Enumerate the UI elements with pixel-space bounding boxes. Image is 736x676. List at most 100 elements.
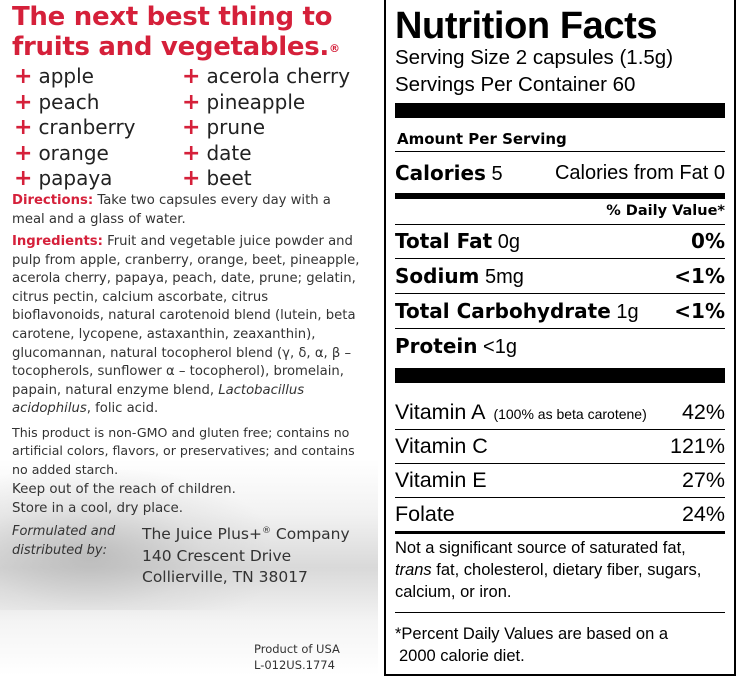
divider bbox=[395, 612, 725, 613]
nutrient-name: Total Fat 0g bbox=[395, 227, 520, 257]
ingredients-italic: Lactobacillus acidophilus bbox=[12, 382, 305, 417]
not-significant-note: Not a significant source of saturated fa… bbox=[395, 537, 725, 603]
vitamin-dv: 42% bbox=[681, 400, 725, 424]
plus-icon: + bbox=[182, 166, 201, 191]
fruit-item: + peach bbox=[14, 90, 136, 116]
fruit-item: + apple bbox=[14, 64, 136, 90]
vitamin-row-e: Vitamin E 27% bbox=[395, 465, 725, 495]
nutrient-name: Total Carbohydrate 1g bbox=[395, 297, 639, 327]
fruit-name: beet bbox=[206, 166, 252, 190]
address-line-1: 140 Crescent Drive bbox=[142, 546, 292, 565]
vitamin-label: Vitamin E bbox=[395, 468, 487, 492]
calories-from-fat: Calories from Fat 0 bbox=[554, 162, 725, 184]
fruit-name: date bbox=[206, 140, 252, 165]
fruit-name: acerola cherry bbox=[206, 64, 351, 88]
nutrition-facts-title: Nutrition Facts bbox=[395, 5, 658, 47]
ingredients-end: , folic acid. bbox=[86, 401, 159, 417]
calories: Calories 5 bbox=[395, 160, 503, 188]
product-origin: Product of USA L-012US.1774 bbox=[254, 642, 340, 673]
nutrient-label: Sodium bbox=[395, 264, 480, 288]
calories-row: Calories 5 Calories from Fat 0 bbox=[395, 160, 725, 186]
nutrient-amount: 1g bbox=[610, 301, 639, 323]
daily-value-header: % Daily Value* bbox=[606, 203, 725, 219]
fruit-name: peach bbox=[38, 89, 100, 114]
amount-per-serving: Amount Per Serving bbox=[397, 130, 567, 148]
nutrient-label: Total Carbohydrate bbox=[395, 299, 611, 323]
not-significant-line-2-text: fat, cholesterol, dietary fiber, sugars, bbox=[431, 561, 702, 579]
footnote: *Percent Daily Values are based on a 200… bbox=[395, 623, 725, 667]
nutrient-dv: 0% bbox=[691, 229, 725, 253]
product-info-panel: The next best thing to fruits and vegeta… bbox=[0, 0, 378, 676]
fruit-item: + pineapple bbox=[182, 90, 350, 116]
nutrient-dv: <1% bbox=[674, 264, 725, 288]
vitamin-dv: 24% bbox=[681, 502, 725, 526]
divider bbox=[395, 463, 725, 464]
fruit-item: + prune bbox=[182, 115, 350, 141]
keep-out-text: Keep out of the reach of children. bbox=[12, 482, 236, 497]
vitamin-name: Vitamin A (100% as beta carotene) bbox=[395, 397, 647, 429]
nutrient-label: Protein bbox=[395, 334, 478, 358]
plus-icon: + bbox=[14, 115, 33, 140]
servings-per-container: Servings Per Container 60 bbox=[395, 73, 636, 96]
product-of-usa: Product of USA bbox=[254, 642, 340, 656]
directions: Directions: Take two capsules every day … bbox=[12, 192, 364, 229]
calories-label: Calories bbox=[395, 161, 486, 185]
lot-code: L-012US.1774 bbox=[254, 657, 335, 672]
nutrient-label: Total Fat bbox=[395, 229, 493, 253]
nutrient-row-carbohydrate: Total Carbohydrate 1g <1% bbox=[395, 297, 725, 325]
not-significant-line-1: Not a significant source of saturated fa… bbox=[395, 539, 686, 557]
vitamin-row-folate: Folate 24% bbox=[395, 499, 725, 529]
fruit-name: cranberry bbox=[38, 115, 136, 139]
nutrient-dv: <1% bbox=[674, 299, 725, 323]
fruit-item: + papaya bbox=[14, 166, 136, 192]
formulated-label: Formulated and distributed by: bbox=[12, 524, 116, 558]
headline-line-1: The next best thing to bbox=[12, 2, 333, 32]
store-text: Store in a cool, dry place. bbox=[12, 500, 184, 516]
fruit-name: pineapple bbox=[206, 89, 306, 114]
plus-icon: + bbox=[14, 64, 33, 89]
not-significant-line-2: trans fat, cholesterol, dietary fiber, s… bbox=[395, 559, 725, 581]
company-address: The Juice Plus+® Company 140 Crescent Dr… bbox=[142, 521, 374, 589]
plus-icon: + bbox=[182, 115, 201, 140]
storage-warnings: Keep out of the reach of children. Store… bbox=[12, 481, 364, 518]
plus-icon: + bbox=[182, 89, 201, 115]
divider bbox=[395, 258, 725, 259]
thick-divider bbox=[395, 368, 725, 383]
ingredients: Ingredients: Fruit and vegetable juice p… bbox=[12, 233, 364, 419]
nutrient-name: Sodium 5mg bbox=[395, 262, 524, 292]
vitamin-row-a: Vitamin A (100% as beta carotene) 42% bbox=[395, 397, 725, 427]
fruit-name: apple bbox=[38, 64, 94, 88]
divider bbox=[395, 224, 725, 225]
fruit-item: + orange bbox=[14, 141, 136, 167]
calories-value: 5 bbox=[485, 163, 503, 185]
nutrient-amount: <1g bbox=[477, 336, 517, 358]
registered-mark: ® bbox=[328, 42, 340, 55]
divider-thick bbox=[395, 531, 725, 534]
non-gmo-statement: This product is non-GMO and gluten free;… bbox=[12, 425, 355, 477]
plus-icon: + bbox=[14, 89, 33, 115]
fruit-name: orange bbox=[38, 140, 109, 165]
vitamin-label: Vitamin C bbox=[395, 434, 488, 458]
plus-icon: + bbox=[182, 64, 201, 89]
directions-label: Directions: bbox=[12, 193, 94, 208]
plus-icon: + bbox=[14, 140, 33, 166]
serving-size: Serving Size 2 capsules (1.5g) bbox=[395, 46, 674, 69]
vitamin-row-c: Vitamin C 121% bbox=[395, 431, 725, 461]
vitamin-dv: 27% bbox=[681, 468, 725, 492]
nutrient-amount: 5mg bbox=[479, 266, 524, 288]
headline-line-2-text: fruits and vegetables. bbox=[12, 32, 329, 62]
company-name: The Juice Plus+® Company bbox=[142, 521, 374, 546]
fruit-name: papaya bbox=[38, 166, 113, 190]
divider bbox=[395, 429, 725, 430]
ingredients-label: Ingredients: bbox=[12, 234, 103, 249]
medium-divider bbox=[395, 193, 725, 199]
thick-divider bbox=[395, 103, 725, 118]
company-registered-mark: ® bbox=[261, 526, 271, 536]
nutrient-name: Protein <1g bbox=[395, 332, 517, 362]
vitamin-note: (100% as beta carotene) bbox=[493, 406, 647, 422]
background-fog bbox=[0, 470, 270, 610]
footnote-line-2: 2000 calorie diet. bbox=[399, 647, 525, 665]
vitamin-dv: 121% bbox=[670, 434, 725, 458]
address-line-2: Collierville, TN 38017 bbox=[142, 568, 308, 587]
directions-text: Take two capsules every day with a meal … bbox=[12, 193, 331, 227]
